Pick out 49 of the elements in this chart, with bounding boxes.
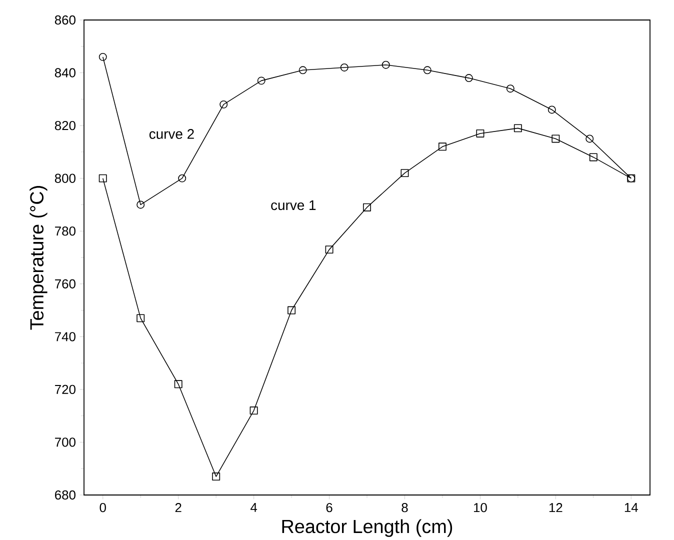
point (174, 380, 182, 388)
point (220, 100, 228, 108)
annotation: curve 2 (149, 128, 194, 139)
x-axis-title: Reactor Length (cm) (282, 519, 452, 537)
point (552, 134, 560, 143)
x-tick-label: 10 (474, 502, 487, 512)
x-tick-label: 6 (326, 502, 332, 512)
y-tick-label: 800 (54, 174, 76, 183)
point (298, 66, 307, 74)
point (476, 129, 484, 138)
point (136, 200, 145, 209)
point (586, 134, 594, 143)
point (178, 174, 186, 182)
point (548, 106, 556, 114)
point (212, 472, 220, 480)
y-tick-label: 780 (55, 226, 76, 236)
point (514, 124, 522, 132)
point (136, 314, 145, 322)
y-tick-label: 860 (54, 15, 76, 24)
y-tick-label: 740 (55, 332, 76, 342)
point (98, 52, 107, 61)
point (98, 174, 107, 182)
y-tick-label: 720 (55, 384, 76, 394)
x-tick-label: 12 (549, 502, 562, 512)
y-tick-label: 840 (54, 68, 76, 78)
point (438, 142, 446, 151)
y-tick-label: 760 (55, 279, 76, 288)
point (325, 245, 334, 254)
point (257, 76, 266, 85)
point (589, 153, 598, 162)
point (288, 306, 296, 314)
point (400, 168, 409, 177)
x-tick-label: 0 (100, 502, 106, 512)
point (382, 60, 390, 69)
point (363, 203, 371, 212)
point (423, 66, 432, 74)
x-tick-label: 2 (175, 502, 182, 512)
x-tick-label: 8 (402, 502, 408, 512)
x-tick-label: 4 (250, 502, 258, 512)
point (464, 74, 473, 82)
y-axis-title: Temperature (°C) (30, 186, 48, 330)
annotation: curve 1 (271, 200, 316, 210)
y-tick-label: 820 (54, 120, 76, 130)
point (506, 84, 514, 92)
y-tick-label: 700 (55, 438, 76, 447)
point (250, 406, 258, 414)
y-tick-label: 680 (55, 490, 76, 500)
point (340, 63, 348, 72)
x-tick-label: 14 (624, 502, 638, 512)
